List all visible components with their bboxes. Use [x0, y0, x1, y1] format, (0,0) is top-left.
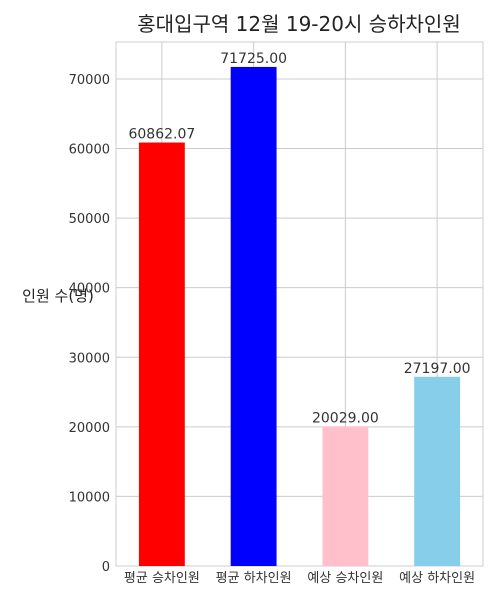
- bar-value-label: 60862.07: [128, 127, 195, 143]
- bar-value-label: 27197.00: [404, 361, 471, 377]
- y-tick-label: 40000: [69, 282, 110, 297]
- y-tick-label: 50000: [69, 212, 110, 227]
- bar: [230, 66, 277, 567]
- y-tick-label: 10000: [69, 490, 110, 505]
- bar-value-label: 71725.00: [220, 51, 287, 67]
- y-tick-label: 30000: [69, 351, 110, 366]
- bar: [322, 426, 369, 566]
- y-tick-label: 0: [102, 560, 110, 575]
- y-axis-label: 인원 수(명): [22, 287, 94, 305]
- y-tick-label: 60000: [69, 143, 110, 158]
- y-tick-label: 70000: [69, 73, 110, 88]
- x-tick-label: 예상 승차인원: [307, 571, 383, 586]
- x-tick-label: 예상 하차인원: [399, 571, 475, 586]
- bars: [138, 66, 461, 567]
- x-tick-label: 평균 승차인원: [124, 571, 200, 586]
- bar: [414, 376, 461, 566]
- bar: [138, 142, 185, 567]
- y-tick-label: 20000: [69, 421, 110, 436]
- chart-title: 홍대입구역 12월 19-20시 승하차인원: [137, 12, 460, 36]
- x-tick-labels: 평균 승차인원 평균 하차인원 예상 승차인원 예상 하차인원: [124, 571, 475, 586]
- x-tick-label: 평균 하차인원: [216, 571, 292, 586]
- y-tick-labels: 0 10000 20000 30000 40000 50000 60000 70000: [69, 73, 110, 575]
- value-labels: 60862.07 71725.00 20029.00 27197.00: [128, 51, 470, 427]
- bar-value-label: 20029.00: [312, 411, 379, 427]
